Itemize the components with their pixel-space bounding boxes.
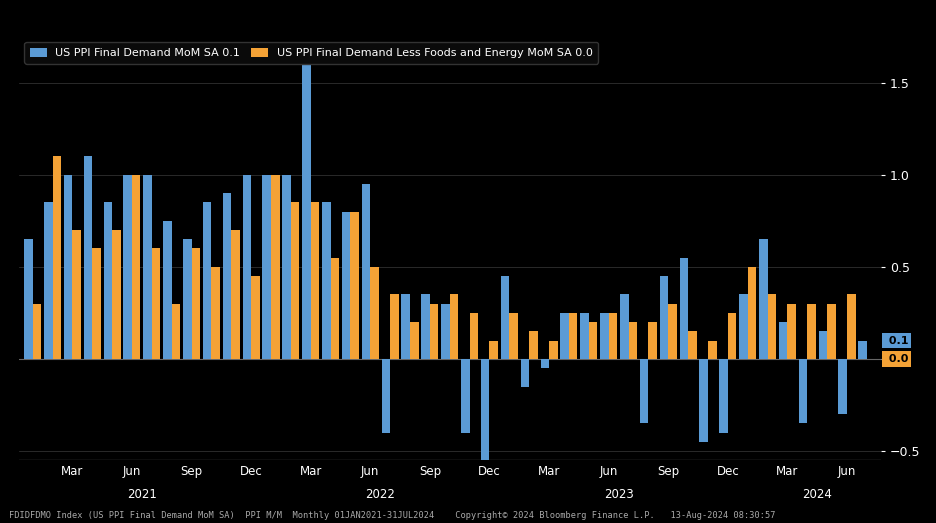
Bar bbox=[83, 156, 92, 359]
Bar bbox=[579, 313, 588, 359]
Bar bbox=[52, 156, 61, 359]
Bar bbox=[648, 322, 656, 359]
Bar bbox=[461, 359, 469, 433]
Bar bbox=[33, 304, 41, 359]
Bar bbox=[480, 359, 489, 460]
Bar bbox=[104, 202, 112, 359]
Text: 2023: 2023 bbox=[603, 488, 633, 501]
Bar bbox=[540, 359, 548, 368]
Bar bbox=[778, 322, 786, 359]
Bar bbox=[520, 359, 529, 386]
Text: FDIDFDMO Index (US PPI Final Demand MoM SA)  PPI M/M  Monthly 01JAN2021-31JUL202: FDIDFDMO Index (US PPI Final Demand MoM … bbox=[9, 511, 775, 520]
Bar bbox=[231, 230, 240, 359]
Bar bbox=[797, 359, 807, 424]
Bar bbox=[599, 313, 608, 359]
Bar bbox=[767, 294, 775, 359]
Bar bbox=[807, 304, 815, 359]
Bar bbox=[132, 175, 140, 359]
Bar bbox=[191, 248, 200, 359]
Bar bbox=[758, 239, 767, 359]
Bar bbox=[667, 304, 676, 359]
Bar bbox=[271, 175, 279, 359]
Bar bbox=[64, 175, 72, 359]
Bar bbox=[72, 230, 80, 359]
Bar bbox=[311, 202, 319, 359]
Bar bbox=[361, 184, 370, 359]
Bar bbox=[44, 202, 52, 359]
Bar bbox=[786, 304, 795, 359]
Bar bbox=[747, 267, 755, 359]
Bar bbox=[262, 175, 271, 359]
Bar bbox=[171, 304, 180, 359]
Bar bbox=[659, 276, 667, 359]
Bar bbox=[846, 294, 855, 359]
Text: 2022: 2022 bbox=[365, 488, 395, 501]
Bar bbox=[290, 202, 300, 359]
Bar bbox=[441, 304, 449, 359]
Bar bbox=[698, 359, 708, 442]
Bar bbox=[370, 267, 378, 359]
Bar bbox=[381, 359, 389, 433]
Legend: US PPI Final Demand MoM SA 0.1, US PPI Final Demand Less Foods and Energy MoM SA: US PPI Final Demand MoM SA 0.1, US PPI F… bbox=[24, 42, 598, 64]
Bar bbox=[826, 304, 835, 359]
Bar bbox=[242, 175, 251, 359]
Bar bbox=[143, 175, 152, 359]
Bar bbox=[401, 294, 410, 359]
Bar bbox=[152, 248, 160, 359]
Bar bbox=[124, 175, 132, 359]
Bar bbox=[548, 340, 557, 359]
Bar bbox=[639, 359, 648, 424]
Bar bbox=[330, 258, 339, 359]
Bar bbox=[163, 221, 171, 359]
Bar bbox=[389, 294, 399, 359]
Bar bbox=[92, 248, 101, 359]
Bar bbox=[410, 322, 418, 359]
Bar bbox=[588, 322, 597, 359]
Bar bbox=[24, 239, 33, 359]
Bar bbox=[322, 202, 330, 359]
Bar bbox=[620, 294, 628, 359]
Bar bbox=[838, 359, 846, 414]
Bar bbox=[203, 202, 212, 359]
Bar bbox=[560, 313, 568, 359]
Bar bbox=[529, 331, 537, 359]
Text: 0.1: 0.1 bbox=[885, 336, 908, 346]
Bar bbox=[818, 331, 826, 359]
Bar bbox=[608, 313, 617, 359]
Bar bbox=[489, 340, 498, 359]
Bar bbox=[568, 313, 577, 359]
Bar bbox=[509, 313, 518, 359]
Text: 2021: 2021 bbox=[126, 488, 156, 501]
Bar bbox=[679, 258, 687, 359]
Bar bbox=[282, 175, 290, 359]
Bar bbox=[857, 340, 866, 359]
Bar bbox=[112, 230, 121, 359]
Bar bbox=[223, 193, 231, 359]
Bar bbox=[251, 276, 259, 359]
Bar bbox=[301, 64, 311, 359]
Text: 2024: 2024 bbox=[801, 488, 831, 501]
Bar bbox=[342, 212, 350, 359]
Bar bbox=[421, 294, 430, 359]
Bar bbox=[183, 239, 191, 359]
Bar bbox=[350, 212, 358, 359]
Text: 0.0: 0.0 bbox=[885, 354, 908, 364]
Bar bbox=[628, 322, 636, 359]
Bar bbox=[727, 313, 736, 359]
Bar bbox=[708, 340, 716, 359]
Bar bbox=[500, 276, 509, 359]
Bar bbox=[739, 294, 747, 359]
Bar bbox=[430, 304, 438, 359]
Bar bbox=[212, 267, 220, 359]
Bar bbox=[719, 359, 727, 433]
Bar bbox=[469, 313, 477, 359]
Bar bbox=[449, 294, 458, 359]
Bar bbox=[687, 331, 695, 359]
